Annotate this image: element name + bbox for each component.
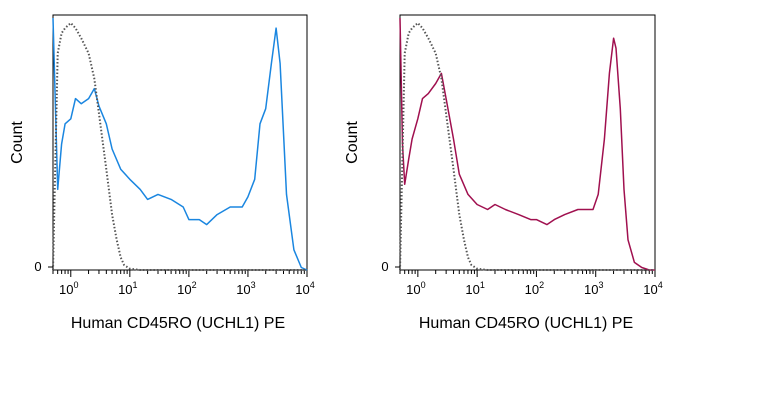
y-tick-label: 0: [381, 259, 388, 274]
right-histogram-panel: 100 101 102 103 104 0 Human CD45RO (UCHL1) PE C…: [344, 14, 663, 332]
x-tick-label: 102: [525, 280, 544, 297]
x-tick-label: 101: [118, 280, 137, 297]
plot-frame: [52, 14, 308, 271]
y-axis-title: Count: [9, 121, 26, 164]
x-axis-title: Human CD45RO (UCHL1) PE: [419, 315, 633, 332]
x-tick-label: 104: [643, 280, 662, 297]
x-tick-label: 100: [59, 280, 78, 297]
x-tick-label: 103: [236, 280, 255, 297]
left-histogram-panel: 100 101 102 103 104 0 Human CD45RO (UCHL1) PE C…: [9, 14, 315, 332]
x-axis-title: Human CD45RO (UCHL1) PE: [71, 315, 285, 332]
stained-sample-histogram: [399, 17, 655, 271]
isotype-control-histogram: [52, 22, 307, 271]
x-tick-label: 104: [295, 280, 314, 297]
x-tick-label: 102: [177, 280, 196, 297]
x-tick-label: 100: [406, 280, 425, 297]
y-axis-title: Count: [344, 121, 361, 164]
stained-sample-histogram: [52, 17, 308, 271]
x-tick-label: 103: [584, 280, 603, 297]
y-tick-label: 0: [34, 259, 41, 274]
x-tick-label: 101: [465, 280, 484, 297]
